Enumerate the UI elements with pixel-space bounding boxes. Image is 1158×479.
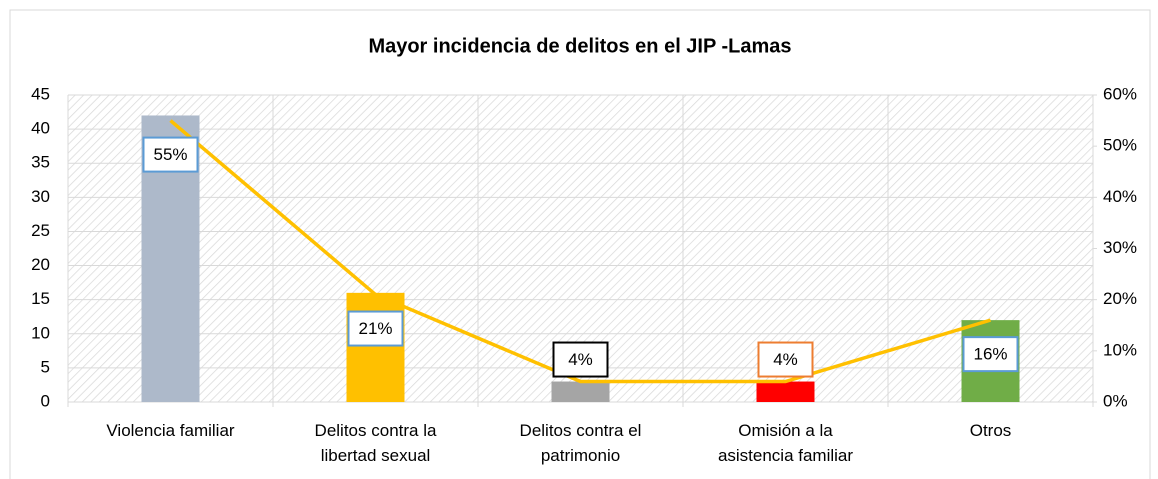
y2-tick-label: 60%: [1103, 84, 1137, 103]
label-box: [552, 341, 609, 378]
y-tick-label: 20: [31, 255, 50, 274]
y-tick-label: 45: [31, 84, 50, 103]
bar: [346, 292, 405, 402]
line: [169, 119, 992, 384]
label-box: [347, 310, 404, 347]
data-label: 4%: [773, 350, 798, 369]
y-tick-label: 15: [31, 289, 50, 308]
y2-tick-label: 10%: [1103, 340, 1137, 359]
y-tick-label: 35: [31, 153, 50, 172]
y2-tick-label: 0%: [1103, 391, 1128, 410]
x-tick-label: Violencia familiar: [106, 421, 235, 440]
chart-title: Mayor incidencia de delitos en el JIP -L…: [368, 35, 791, 57]
label-box: [962, 336, 1019, 373]
data-label: 4%: [568, 350, 593, 369]
y2-tick-label: 20%: [1103, 289, 1137, 308]
y-tick-label: 40: [31, 119, 50, 138]
y-tick-label: 30: [31, 187, 50, 206]
y-tick-label: 0: [41, 391, 50, 410]
y2-tick-label: 40%: [1103, 187, 1137, 206]
y-tick-label: 10: [31, 323, 50, 342]
data-label: 16%: [973, 345, 1007, 364]
label-box: [142, 136, 199, 173]
bar: [756, 381, 815, 402]
bar: [551, 381, 610, 402]
data-label: 21%: [358, 319, 392, 338]
x-tick-label: Otros: [970, 421, 1012, 440]
x-tick-label: Omisión a la asistencia familiar: [718, 421, 853, 465]
label-box: [757, 341, 814, 378]
x-tick-label: Delitos contra la libertad sexual: [315, 421, 437, 465]
y-tick-label: 5: [41, 357, 50, 376]
x-tick-label: Delitos contra el patrimonio: [520, 421, 642, 465]
y2-tick-label: 50%: [1103, 136, 1137, 155]
data-label: 55%: [153, 145, 187, 164]
y-tick-label: 25: [31, 221, 50, 240]
y2-tick-label: 30%: [1103, 238, 1137, 257]
